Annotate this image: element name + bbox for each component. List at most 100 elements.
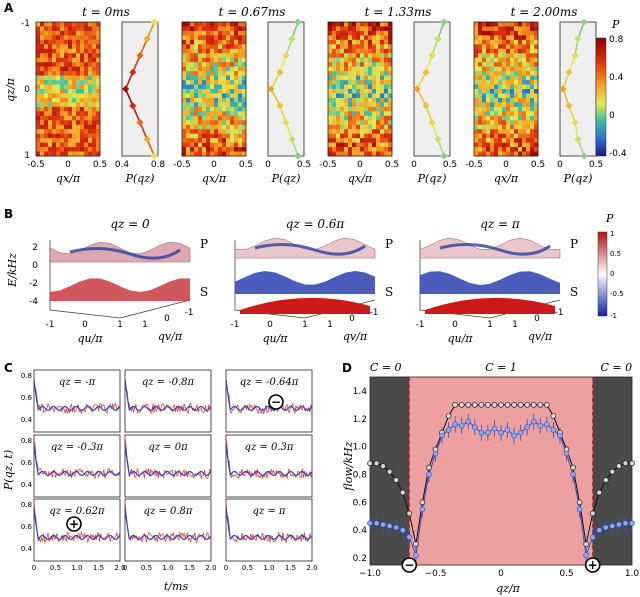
heatmap-cell [44, 115, 49, 121]
heatmap-cell [218, 71, 223, 76]
heatmap-cell [490, 53, 495, 59]
heatmap-cell [48, 129, 53, 134]
heatmap-cell [368, 106, 373, 112]
heatmap-cell [348, 111, 353, 117]
panel-a-colorbar [595, 37, 607, 157]
heatmap-cell [478, 84, 483, 90]
heatmap-cell [226, 138, 231, 143]
heatmap-cell [522, 84, 527, 90]
heatmap-cell [352, 151, 357, 157]
heatmap-cell [376, 124, 381, 130]
heatmap-cell [522, 62, 527, 67]
heatmap-cell [242, 75, 247, 81]
heatmap-cell [498, 93, 503, 99]
heatmap-cell [36, 102, 41, 108]
heatmap-cell [478, 111, 483, 117]
heatmap-cell [380, 142, 385, 148]
heatmap-cell [486, 84, 491, 90]
plus-symbol-icon [66, 516, 82, 532]
heatmap-cell [498, 35, 503, 41]
heatmap-cell [48, 84, 53, 90]
heatmap-cell [80, 111, 85, 117]
panel-a-curve-segment [291, 138, 299, 157]
heatmap-cell [526, 44, 531, 50]
heatmap-cell [222, 48, 227, 54]
heatmap-cell [202, 102, 207, 108]
panel-a-curve-point [288, 135, 296, 143]
heatmap-cell [202, 133, 207, 139]
panel-a-map-xtick-3-0: -0.5 [465, 160, 483, 170]
heatmap-cell [198, 53, 203, 59]
heatmap-cell [222, 142, 227, 148]
heatmap-cell [230, 26, 235, 32]
heatmap-cell [52, 75, 57, 81]
panel-c-subplot-frame-7 [124, 498, 212, 562]
heatmap-cell [40, 147, 45, 152]
heatmap-cell [68, 75, 73, 81]
heatmap-cell [60, 138, 65, 143]
heatmap-cell [344, 48, 349, 54]
panel-d-xtick-3: 0.5 [559, 569, 573, 579]
heatmap-cell [348, 106, 353, 112]
heatmap-cell [502, 26, 507, 32]
heatmap-cell [56, 62, 61, 67]
heatmap-cell [478, 93, 483, 99]
heatmap-cell [344, 106, 349, 112]
heatmap-cell [486, 138, 491, 143]
heatmap-cell [186, 124, 191, 130]
heatmap-cell [52, 35, 57, 41]
panel-a-time-title-3: t = 2.00ms [511, 5, 578, 19]
heatmap-cell [514, 57, 519, 63]
heatmap-cell [332, 22, 337, 27]
panel-b-xlabel-v-0: qv/π [158, 330, 183, 343]
heatmap-cell [336, 80, 341, 85]
heatmap-cell [234, 115, 239, 121]
heatmap-cell [44, 53, 49, 59]
heatmap-cell [372, 102, 377, 108]
heatmap-cell [534, 62, 539, 67]
panel-a-curve-segment [270, 88, 281, 107]
heatmap-cell [210, 120, 215, 126]
heatmap-cell [238, 35, 243, 41]
heatmap-cell [60, 129, 65, 134]
heatmap-cell [190, 66, 195, 72]
heatmap-cell [506, 39, 511, 45]
heatmap-cell [60, 35, 65, 41]
heatmap-cell [510, 71, 515, 76]
heatmap-cell [76, 102, 81, 108]
heatmap-cell [510, 39, 515, 45]
panel-a-curve-point [580, 18, 588, 26]
heatmap-cell [230, 102, 235, 108]
heatmap-cell [72, 53, 77, 59]
heatmap-cell [490, 124, 495, 130]
heatmap-cell [530, 22, 535, 27]
panel-d-point-gray [380, 463, 386, 469]
heatmap-cell [522, 133, 527, 139]
heatmap-cell [514, 53, 519, 59]
heatmap-cell [60, 71, 65, 76]
heatmap-cell [514, 89, 519, 94]
panel-a-curve-segment [146, 21, 156, 40]
heatmap-cell [376, 84, 381, 90]
heatmap-cell [486, 71, 491, 76]
heatmap-cell [534, 80, 539, 85]
panel-a-curve-point [282, 51, 290, 60]
heatmap-cell [482, 151, 487, 157]
panel-c-subplot-title-7: qz = 0.8π [144, 506, 193, 517]
heatmap-cell [514, 93, 519, 99]
heatmap-cell [186, 151, 191, 157]
heatmap-cell [510, 147, 515, 152]
heatmap-cell [534, 22, 539, 27]
heatmap-cell [88, 71, 93, 76]
heatmap-cell [60, 120, 65, 126]
heatmap-cell [36, 106, 41, 112]
heatmap-cell [190, 133, 195, 139]
heatmap-cell [384, 97, 389, 103]
heatmap-cell [510, 30, 515, 36]
heatmap-cell [486, 57, 491, 63]
heatmap-cell [92, 133, 97, 139]
heatmap-cell [230, 84, 235, 90]
heatmap-cell [92, 75, 97, 81]
heatmap-cell [214, 106, 219, 112]
panel-a-time-title-1: t = 0.67ms [219, 5, 286, 19]
